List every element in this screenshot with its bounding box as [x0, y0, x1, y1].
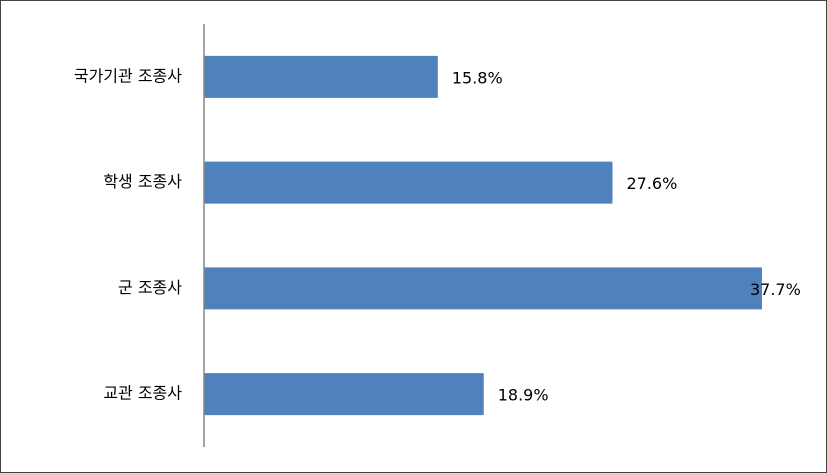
value-label: 37.7% [750, 280, 801, 299]
bar [204, 373, 484, 416]
bar [204, 161, 613, 204]
y-tick-label: 학생 조종사 [103, 172, 182, 191]
y-tick-label: 국가기관 조종사 [74, 66, 182, 85]
bar [204, 267, 762, 310]
value-label: 18.9% [498, 386, 549, 405]
value-label: 15.8% [452, 68, 503, 87]
value-label: 27.6% [626, 174, 677, 193]
bar [204, 55, 438, 98]
y-tick-label: 교관 조종사 [103, 384, 182, 403]
y-tick-label: 군 조종사 [118, 278, 182, 297]
